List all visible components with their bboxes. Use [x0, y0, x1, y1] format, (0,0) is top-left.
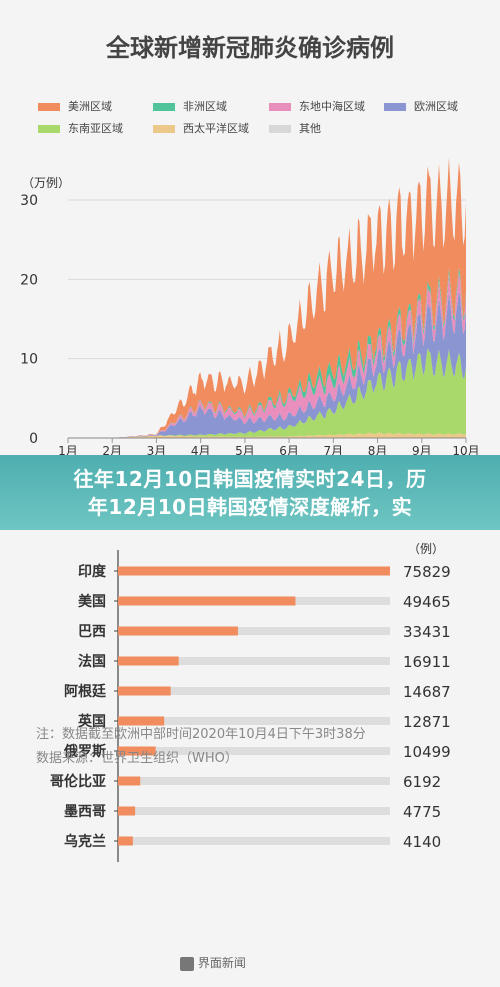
legend-swatch	[38, 103, 60, 111]
legend-swatch	[153, 125, 175, 133]
value-label: 12871	[403, 713, 451, 731]
value-label: 6192	[403, 773, 441, 791]
bar-墨西哥	[118, 806, 136, 816]
legend-item: 东地中海区域	[269, 98, 365, 114]
legend-label: 其他	[299, 122, 321, 135]
x-tick-label: 10月	[452, 444, 479, 455]
x-tick-label: 6月	[279, 444, 299, 455]
value-label: 16911	[403, 653, 451, 671]
category-label: 墨西哥	[64, 804, 106, 820]
bar-英国	[118, 716, 165, 726]
legend-swatch	[269, 125, 291, 133]
area-series-欧洲区域	[68, 290, 466, 438]
bar-俄罗斯	[118, 746, 156, 756]
legend-label: 非洲区域	[183, 100, 227, 113]
value-label: 75829	[403, 563, 451, 581]
legend-item: 非洲区域	[153, 98, 227, 114]
legend-item: 其他	[269, 120, 321, 136]
bar-track	[118, 837, 390, 845]
bar-track	[118, 627, 390, 635]
y-tick-label: 20	[20, 272, 38, 288]
bar-哥伦比亚	[118, 776, 141, 786]
bar-chart-svg: 印度 75829 美国 49465 巴西 33431 法国 16911 阿根廷 14687 英国 12…	[50, 550, 451, 862]
bar-track	[118, 687, 390, 695]
legend-swatch	[269, 103, 291, 111]
bar-美国	[118, 596, 296, 606]
value-label: 49465	[403, 593, 451, 611]
x-tick-label: 3月	[147, 444, 167, 455]
legend-label: 西太平洋区域	[183, 122, 249, 135]
legend-label: 东地中海区域	[299, 100, 365, 113]
area-series-西太平洋区域	[68, 432, 466, 438]
category-label: 俄罗斯	[63, 743, 106, 760]
y-tick-label: 10	[20, 352, 38, 368]
bottom-chart-unit: （例）	[408, 542, 445, 556]
legend-swatch	[153, 103, 175, 111]
value-label: 33431	[403, 623, 451, 641]
area-chart-svg: 0 10 20 30 1月 2月 3月 4月 5月 6月 7月 8月 9月 10月	[20, 157, 480, 455]
value-label: 4775	[403, 803, 441, 821]
legend-swatch	[38, 125, 60, 133]
category-label: 乌克兰	[64, 833, 106, 850]
legend-label: 东南亚区域	[68, 122, 123, 135]
value-label: 10499	[403, 743, 451, 761]
legend-item: 西太平洋区域	[153, 120, 249, 136]
area-series-美洲区域	[68, 157, 466, 438]
legend-label: 欧洲区域	[414, 100, 458, 113]
y-tick-label: 0	[29, 431, 38, 447]
x-tick-label: 1月	[58, 444, 78, 455]
bar-track	[118, 747, 390, 755]
legend-item: 美洲区域	[38, 98, 112, 114]
bar-法国	[118, 656, 179, 666]
x-tick-label: 4月	[191, 444, 211, 455]
brand-logo-icon	[180, 956, 194, 971]
legend-swatch	[384, 103, 406, 111]
value-label: 14687	[403, 683, 451, 701]
top-chart-unit: （万例）	[22, 176, 71, 190]
category-label: 英国	[77, 713, 106, 730]
bar-track	[118, 657, 390, 665]
brand-name: 界面新闻	[197, 956, 246, 970]
category-label: 巴西	[78, 624, 106, 640]
headline-banner[interactable]: 往年12月10日韩国疫情实时24日，历 年12月10日韩国疫情深度解析，实	[0, 455, 500, 530]
x-tick-label: 5月	[235, 444, 255, 455]
bar-乌克兰	[118, 836, 133, 846]
brand-logo: 界面新闻	[180, 954, 246, 971]
category-label: 法国	[78, 653, 106, 670]
category-label: 印度	[78, 563, 107, 580]
category-label: 哥伦比亚	[50, 773, 106, 790]
bar-track	[118, 717, 390, 725]
category-label: 美国	[78, 593, 106, 610]
bar-阿根廷	[118, 686, 171, 696]
legend-item: 欧洲区域	[384, 98, 458, 114]
bar-track	[118, 777, 390, 785]
area-series-非洲区域	[68, 267, 466, 438]
x-tick-label: 7月	[324, 444, 344, 455]
legend-label: 美洲区域	[68, 100, 112, 113]
headline-line-1: 往年12月10日韩国疫情实时24日，历	[73, 466, 427, 491]
brand-bar: 界面新闻	[0, 948, 500, 978]
area-series-东南亚区域	[68, 348, 466, 438]
bar-track	[118, 807, 390, 815]
x-tick-label: 9月	[412, 444, 432, 455]
footnote-source: 数据来源：世界卫生组织（WHO）	[36, 751, 238, 766]
bottom-chart-panel: 印度 75829 美国 49465 巴西 33431 法国 16911 阿根廷 14687 英国 12…	[0, 455, 500, 987]
value-label: 4140	[403, 833, 441, 851]
footnote-time: 注：数据截至欧洲中部时间2020年10月4日下午3时38分	[36, 727, 366, 742]
category-label: 阿根廷	[64, 683, 107, 700]
legend-item: 东南亚区域	[38, 120, 123, 136]
headline-line-2: 年12月10日韩国疫情深度解析，实	[87, 494, 413, 519]
x-tick-label: 8月	[368, 444, 388, 455]
x-tick-label: 2月	[102, 444, 122, 455]
bar-印度	[118, 566, 390, 576]
y-tick-label: 30	[20, 193, 38, 209]
top-chart-panel: 全球新增新冠肺炎确诊病例 美洲区域 非洲区域 东地中海区域 欧洲区域东南亚区域 西太平洋…	[0, 0, 500, 455]
top-chart-title: 全球新增新冠肺炎确诊病例	[106, 34, 394, 62]
bar-巴西	[118, 626, 238, 636]
